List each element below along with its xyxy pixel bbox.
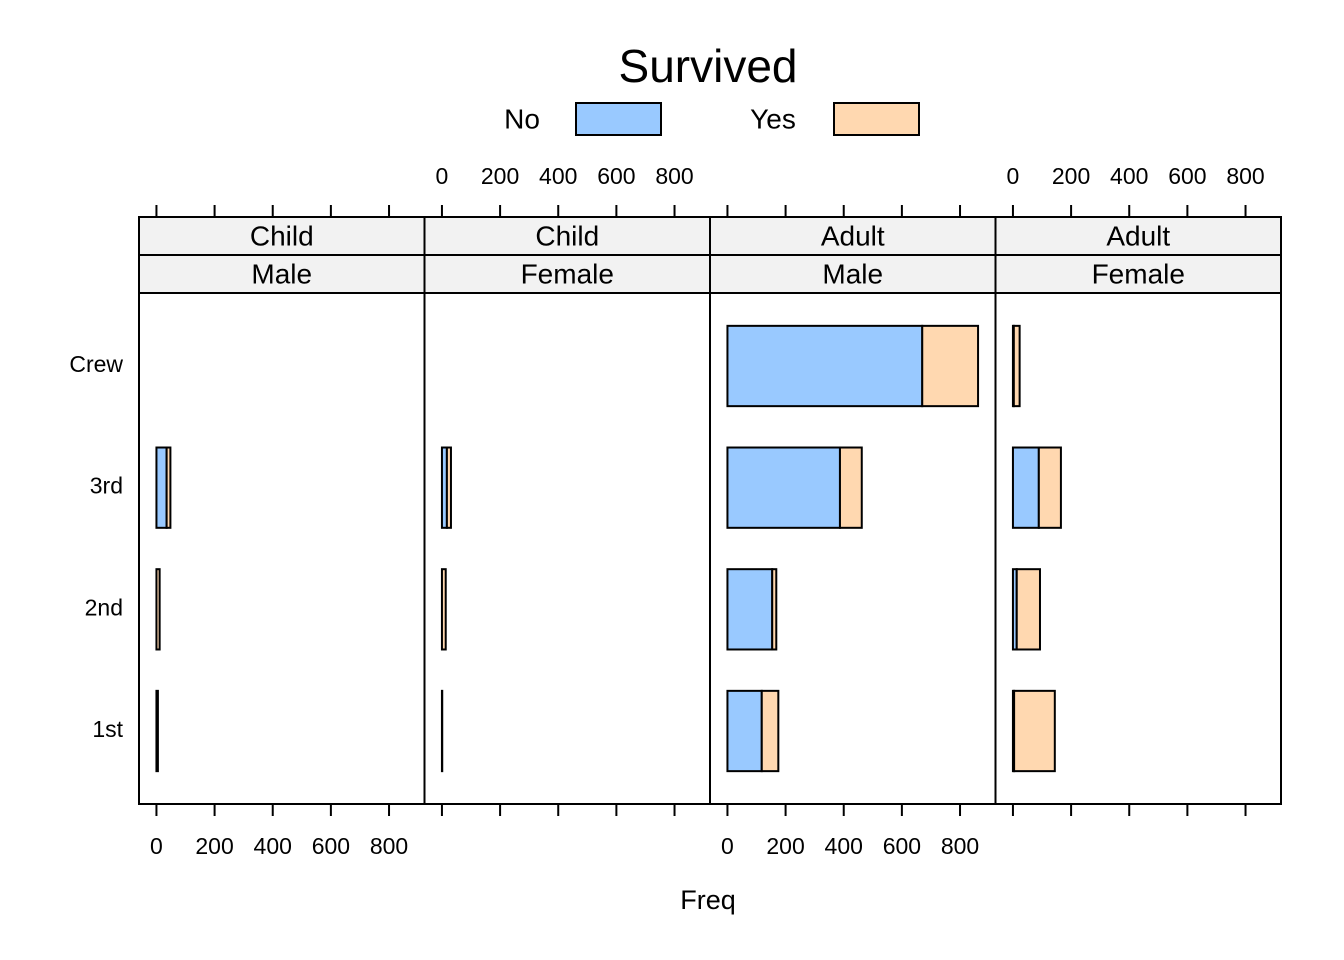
strip-label: Female [1092,258,1185,289]
legend-swatch [833,102,920,136]
x-tick-label: 200 [766,833,804,859]
legend-title: Survived [619,40,798,92]
x-tick-label: 400 [825,833,863,859]
bar [838,446,863,529]
strip-label: Female [521,258,614,289]
x-tick-label: 800 [1226,163,1264,189]
bar [1015,568,1041,651]
bar [165,446,172,529]
x-tick-label: 0 [150,833,163,859]
bar [726,446,841,529]
bar [921,324,980,408]
legend-label: Yes [750,103,796,134]
bar [1012,324,1021,408]
x-tick-label: 600 [883,833,921,859]
x-tick-label: 0 [721,833,734,859]
x-tick-label: 400 [1110,163,1148,189]
y-tick-label: 1st [92,716,123,742]
strip-label: Male [822,258,883,289]
x-tick-label: 800 [941,833,979,859]
bar [440,568,447,651]
strip-label: Adult [1106,220,1170,251]
x-tick-label: 200 [1052,163,1090,189]
x-tick-label: 200 [195,833,233,859]
y-tick-label: Crew [69,351,123,377]
x-tick-label: 400 [539,163,577,189]
strip [423,254,711,294]
panel-frame [138,292,426,805]
bar [1013,689,1056,773]
bar [1037,446,1062,529]
strip-label: Male [251,258,312,289]
bar [771,568,778,651]
bar [155,689,159,773]
y-tick-label: 3rd [90,473,123,499]
x-tick-label: 600 [597,163,635,189]
bar [760,689,780,773]
x-tick-label: 600 [1168,163,1206,189]
bar [1011,446,1040,529]
y-tick-label: 2nd [85,594,123,620]
bar [445,446,452,529]
panel-frame [423,292,711,805]
x-tick-label: 400 [254,833,292,859]
strip [138,216,426,256]
x-tick-label: 600 [312,833,350,859]
legend-swatch [575,102,662,136]
bar [155,568,161,651]
strip [994,254,1282,294]
x-axis-label: Freq [680,885,736,915]
x-tick-label: 800 [655,163,693,189]
x-tick-label: 0 [436,163,449,189]
strip [138,254,426,294]
legend-label: No [504,103,540,134]
strip [709,216,997,256]
x-tick-label: 0 [1007,163,1020,189]
strip-label: Adult [821,220,885,251]
bar [155,446,168,529]
bar [726,689,763,773]
x-tick-label: 200 [481,163,519,189]
panel-frame [994,292,1282,805]
bar [726,324,924,408]
bar [726,568,774,651]
strip-label: Child [250,220,314,251]
x-tick-label: 800 [370,833,408,859]
strip-label: Child [535,220,599,251]
